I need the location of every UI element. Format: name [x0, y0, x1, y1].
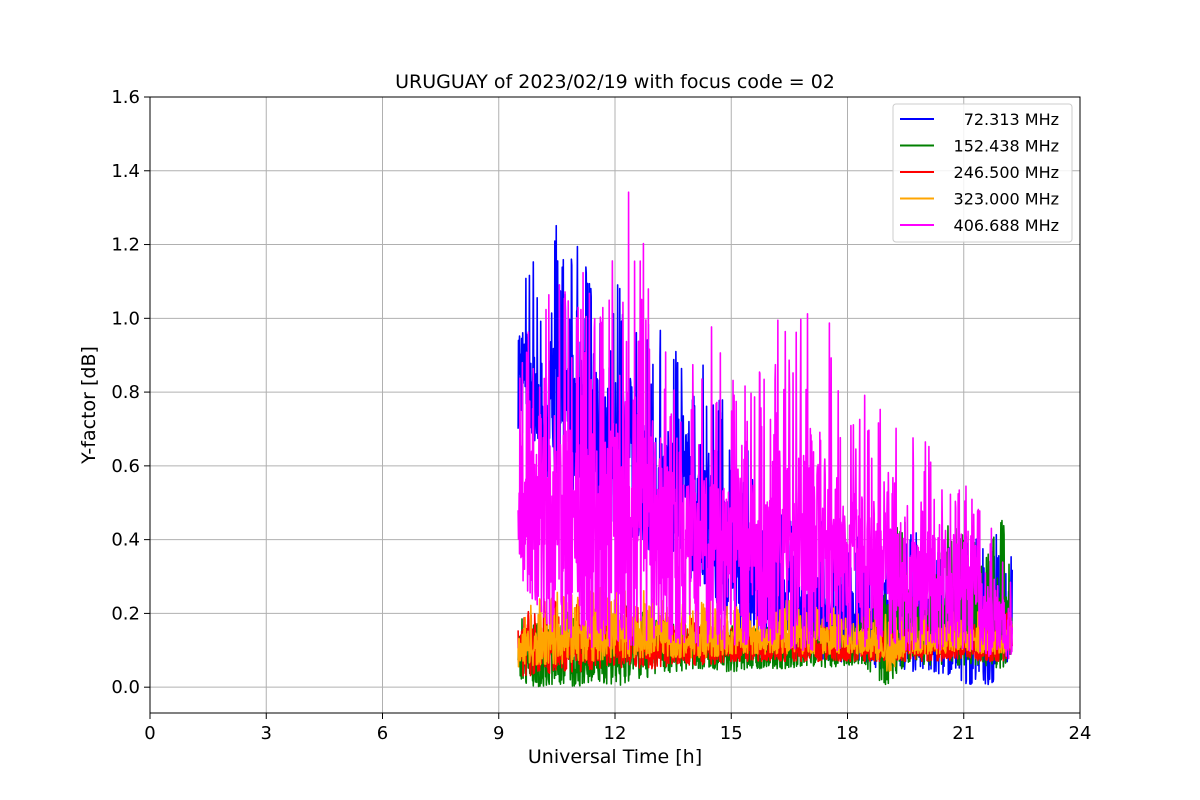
legend-label-4: 406.688 MHz [954, 216, 1059, 235]
y-tick-label: 1.2 [111, 235, 140, 256]
y-tick-label: 0.0 [111, 677, 140, 698]
legend-label-0: 72.313 MHz [964, 110, 1059, 129]
y-tick-label: 1.4 [111, 161, 140, 182]
y-ticks: 0.0 0.2 0.4 0.6 0.8 1.0 1.2 1.4 1.6 [111, 87, 150, 698]
x-tick-label: 21 [952, 723, 975, 744]
x-ticks: 0 3 6 9 12 15 18 21 24 [144, 713, 1091, 744]
chart-title: URUGUAY of 2023/02/19 with focus code = … [395, 71, 835, 93]
y-tick-label: 0.6 [111, 456, 140, 477]
x-tick-label: 24 [1069, 723, 1092, 744]
x-tick-label: 3 [261, 723, 272, 744]
x-tick-label: 6 [377, 723, 388, 744]
y-tick-label: 1.6 [111, 87, 140, 108]
y-axis-label: Y-factor [dB] [78, 346, 100, 465]
legend-label-2: 246.500 MHz [954, 163, 1059, 182]
legend-label-1: 152.438 MHz [954, 137, 1059, 156]
y-tick-label: 0.4 [111, 530, 140, 551]
y-tick-label: 0.2 [111, 603, 140, 624]
y-tick-label: 0.8 [111, 382, 140, 403]
series-group [517, 191, 1013, 688]
legend-box [892, 103, 1073, 243]
x-tick-label: 9 [493, 723, 504, 744]
legend: 72.313 MHz 152.438 MHz 246.500 MHz 323.000 … [892, 103, 1073, 243]
x-tick-label: 12 [604, 723, 627, 744]
x-tick-label: 15 [720, 723, 743, 744]
legend-label-3: 323.000 MHz [954, 190, 1059, 209]
series-line-4 [517, 191, 1013, 660]
x-tick-label: 18 [836, 723, 859, 744]
y-tick-label: 1.0 [111, 308, 140, 329]
x-tick-label: 0 [144, 723, 155, 744]
x-axis-label: Universal Time [h] [528, 746, 702, 768]
